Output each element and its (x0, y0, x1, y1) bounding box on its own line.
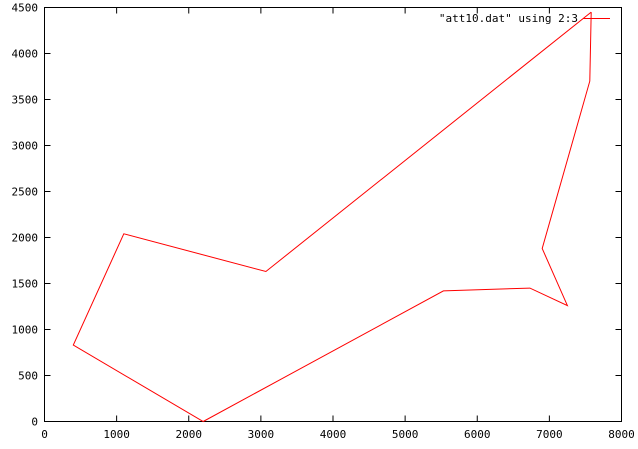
y-tick-label-4: 2000 (12, 232, 39, 245)
y-tick-label-1: 500 (18, 370, 38, 383)
x-tick-label-4: 4000 (320, 428, 347, 441)
y-tick-label-0: 0 (31, 416, 38, 429)
x-tick-label-2: 2000 (176, 428, 203, 441)
tick-marks (44, 7, 622, 422)
y-tick-label-5: 2500 (12, 186, 39, 199)
series-line-0 (72, 11, 592, 423)
y-tick-label-2: 1000 (12, 324, 39, 337)
x-tick-label-3: 3000 (248, 428, 275, 441)
legend: "att10.dat" using 2:3 (439, 12, 610, 25)
y-tick-label-7: 3500 (12, 94, 39, 107)
y-tick-label-3: 1500 (12, 278, 39, 291)
series-layer (72, 11, 592, 423)
tick-labels: 0 1000 2000 3000 4000 5000 6000 7000 8000 0 500 100… (12, 2, 635, 442)
y-tick-label-6: 3000 (12, 140, 39, 153)
x-tick-label-7: 7000 (536, 428, 563, 441)
x-tick-label-1: 1000 (103, 428, 130, 441)
y-tick-label-9: 4500 (12, 2, 39, 15)
legend-label: "att10.dat" using 2:3 (439, 12, 578, 25)
plot-frame (44, 7, 622, 422)
x-tick-label-0: 0 (41, 428, 48, 441)
x-tick-label-5: 5000 (392, 428, 419, 441)
y-tick-label-8: 4000 (12, 48, 39, 61)
x-tick-label-6: 6000 (464, 428, 491, 441)
x-tick-label-8: 8000 (608, 428, 635, 441)
